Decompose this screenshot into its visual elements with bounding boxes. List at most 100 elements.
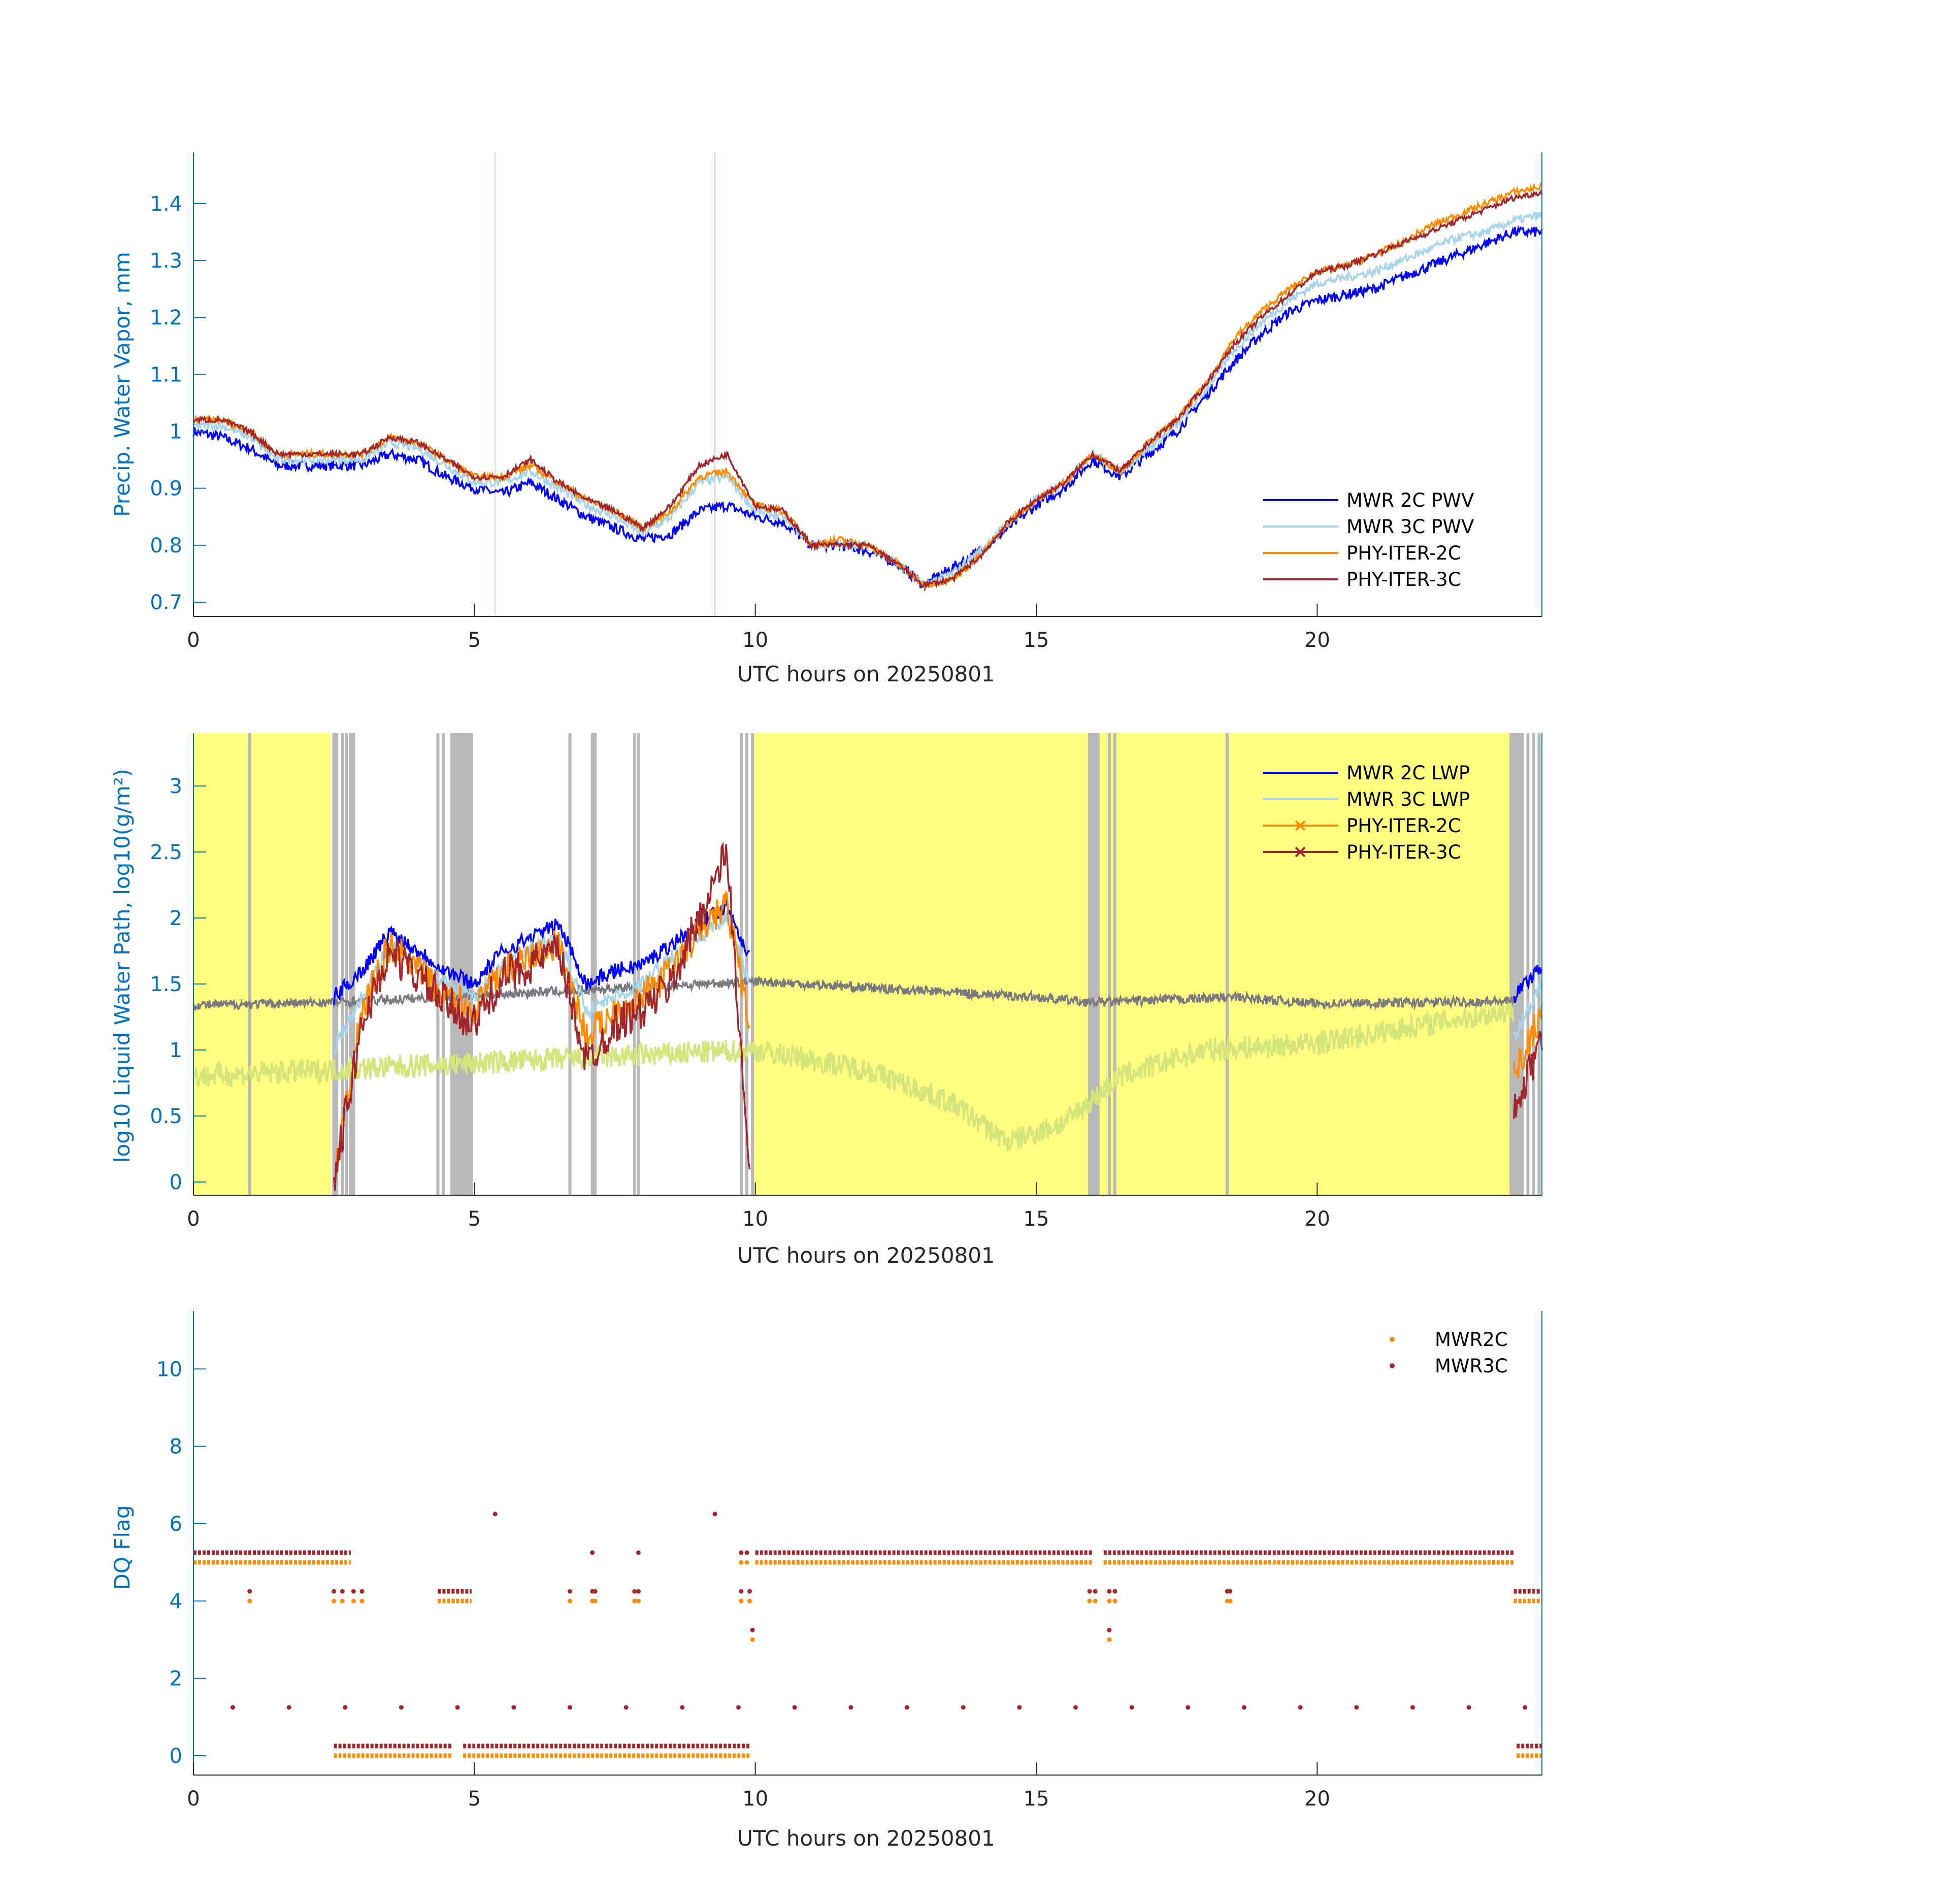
clear-sky-span <box>752 733 1511 1195</box>
dq-flag-point <box>1410 1705 1415 1710</box>
dq-flag-point <box>593 1589 598 1594</box>
y-tick-label: 3 <box>170 775 182 798</box>
x-tick-label: 0 <box>187 1787 200 1811</box>
pwv-xlabel: UTC hours on 20250801 <box>737 662 995 686</box>
pwv-series-3 <box>192 189 1543 589</box>
y-tick-label: 0 <box>170 1745 182 1768</box>
dq-flag-point <box>623 1705 629 1710</box>
dq-flag-point <box>511 1705 516 1710</box>
lwp-series-3 <box>333 841 1543 1191</box>
y-tick-label: 1 <box>170 1039 182 1062</box>
pwv-panel: 0 5 10 15 20 0.7 0.8 0.9 1 1.1 1.2 1.3 1.4 Precip. W… <box>110 152 1543 686</box>
legend-label: MWR 3C LWP <box>1346 789 1470 810</box>
y-tick-label: 1.4 <box>150 192 182 216</box>
dq-flag-point <box>904 1705 909 1710</box>
dq-flag-point <box>632 1589 637 1594</box>
dq-flag-point <box>590 1550 595 1555</box>
x-tick-label: 5 <box>468 1207 481 1231</box>
dq-flag-point <box>1112 1589 1117 1594</box>
legend-label: PHY-ITER-3C <box>1346 569 1461 590</box>
dq-flag-point <box>492 1512 498 1517</box>
dq-flag-point <box>1298 1705 1303 1710</box>
dq-flag-point <box>750 1627 755 1632</box>
dq-flag-point <box>1228 1598 1233 1603</box>
y-tick-label: 1.2 <box>150 306 182 330</box>
y-tick-label: 2.5 <box>150 841 182 864</box>
dq-flag-point <box>1087 1598 1092 1603</box>
y-tick-label: 0.9 <box>150 477 182 501</box>
lwp-series-0 <box>333 898 1543 1005</box>
pwv-series-0 <box>192 225 1543 592</box>
y-tick-label: 4 <box>170 1590 182 1613</box>
dq-flag-point <box>739 1560 744 1565</box>
dq-flag-point <box>359 1598 365 1603</box>
y-tick-label: 10 <box>156 1358 182 1381</box>
lwp-series-4 <box>192 975 1515 1011</box>
dq-flag-point <box>1107 1637 1112 1642</box>
dq-flag-point <box>744 1560 749 1565</box>
dq-flag-point <box>1129 1705 1134 1710</box>
legend-label: PHY-ITER-3C <box>1346 841 1461 863</box>
clear-sky-span <box>193 733 332 1195</box>
dq-flag-point <box>1186 1705 1191 1710</box>
dq-xlabel: UTC hours on 20250801 <box>737 1826 995 1851</box>
dq-flag-point <box>567 1598 572 1603</box>
x-tick-label: 5 <box>468 1787 481 1811</box>
y-tick-label: 8 <box>170 1435 182 1459</box>
legend-label: MWR2C <box>1435 1329 1508 1351</box>
dq-flag-point <box>848 1705 853 1710</box>
x-tick-label: 0 <box>187 629 200 652</box>
dq-flag-point <box>1354 1705 1359 1710</box>
y-tick-label: 1 <box>170 420 182 444</box>
dq-flag-point <box>567 1705 572 1710</box>
dq-flag-point <box>567 1589 572 1594</box>
dq-flag-point <box>230 1705 235 1710</box>
dq-flag-point <box>1112 1598 1117 1603</box>
y-tick-label: 1.5 <box>150 973 182 996</box>
dq-flag-point <box>340 1589 345 1594</box>
y-tick-label: 1.1 <box>150 363 182 386</box>
dq-flag-point <box>632 1598 637 1603</box>
y-tick-label: 0.7 <box>150 591 182 614</box>
lwp-ylabel: log10 Liquid Water Path, log10(g/m²) <box>110 769 135 1163</box>
x-tick-label: 0 <box>187 1207 200 1231</box>
x-tick-label: 10 <box>742 1207 768 1231</box>
y-tick-label: 2 <box>170 1667 182 1691</box>
dq-flag-point <box>1107 1589 1112 1594</box>
dq-legend: MWR2C MWR3C <box>1390 1329 1508 1377</box>
y-tick-label: 1.3 <box>150 249 182 273</box>
legend-label: PHY-ITER-2C <box>1346 542 1461 564</box>
x-tick-label: 10 <box>742 629 768 652</box>
dq-flag-point <box>1523 1705 1528 1710</box>
lwp-xlabel: UTC hours on 20250801 <box>737 1243 995 1268</box>
dq-flag-point <box>636 1550 641 1555</box>
x-tick-label: 15 <box>1024 629 1049 652</box>
dq-flag-point <box>747 1598 752 1603</box>
dq-flag-point <box>1466 1705 1471 1710</box>
legend-marker <box>1295 820 1306 831</box>
dq-flag-point <box>247 1589 252 1594</box>
pwv-legend: MWR 2C PWV MWR 3C PWV PHY-ITER-2C PHY-ITER-… <box>1263 489 1474 590</box>
dq-panel: 0 5 10 15 20 0 2 4 6 8 10 DQ Flag UTC hours on 202… <box>110 1311 1542 1851</box>
dq-flag-point <box>351 1598 356 1603</box>
dq-flag-point <box>340 1598 345 1603</box>
dq-flag-point <box>286 1705 291 1710</box>
dq-flag-point <box>1017 1705 1022 1710</box>
dq-flag-point <box>739 1589 744 1594</box>
dq-flag-point <box>636 1598 641 1603</box>
x-tick-label: 15 <box>1024 1207 1049 1231</box>
x-tick-label: 5 <box>468 629 481 652</box>
dq-flag-point <box>455 1705 460 1710</box>
dq-flag-point <box>1241 1705 1246 1710</box>
legend-marker <box>1390 1363 1395 1368</box>
dq-flag-point <box>739 1550 744 1555</box>
dq-flag-point <box>1073 1705 1078 1710</box>
lwp-series-5 <box>192 1000 1515 1152</box>
x-tick-label: 20 <box>1304 1207 1330 1231</box>
legend-label: MWR 2C PWV <box>1346 489 1474 511</box>
dq-flag-point <box>351 1589 356 1594</box>
y-tick-label: 2 <box>170 907 182 930</box>
lwp-panel: 0 5 10 15 20 0 0.5 1 1.5 2 2.5 3 log10 Liquid Water… <box>110 733 1543 1268</box>
dq-flag-point <box>399 1705 404 1710</box>
